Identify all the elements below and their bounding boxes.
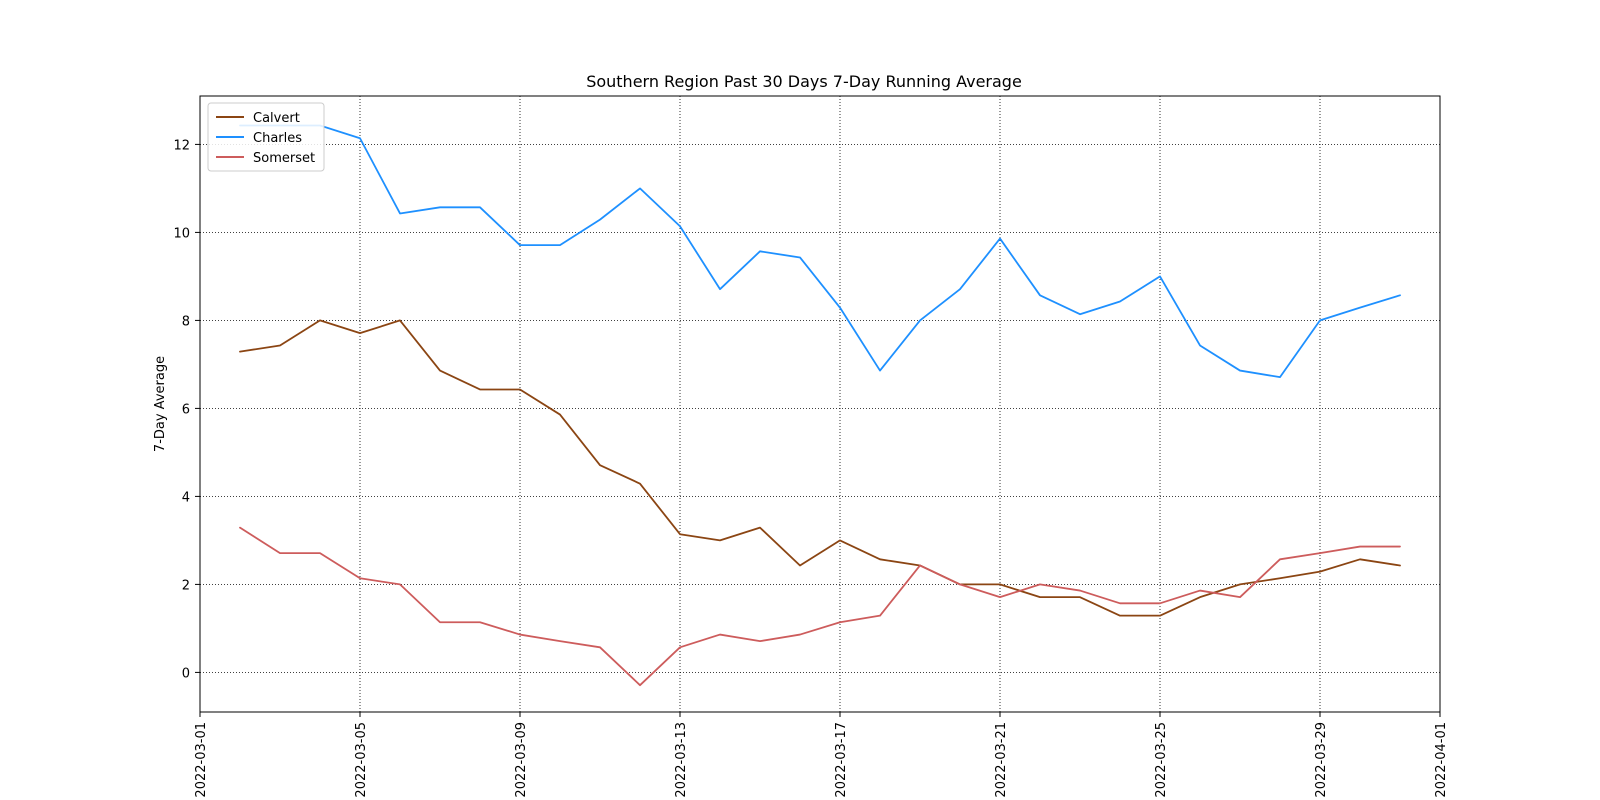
x-tick-label: 2022-03-05: [354, 722, 369, 798]
plot-area-frame: [199, 95, 1441, 713]
chart-title: Southern Region Past 30 Days 7-Day Runni…: [586, 72, 1022, 91]
y-tick-label: 8: [182, 314, 190, 329]
x-tick-label: 2022-04-01: [1434, 722, 1449, 798]
y-tick-label: 2: [182, 578, 190, 593]
y-tick-label: 10: [173, 226, 190, 241]
x-tick-label: 2022-03-17: [834, 722, 849, 798]
series-line-calvert: [239, 319, 1401, 617]
y-tick-label: 6: [182, 402, 190, 417]
y-tick-label: 4: [182, 490, 190, 505]
series-line-charles: [239, 124, 1401, 379]
y-axis-label: 7-Day Average: [153, 356, 168, 452]
y-axis: 0 2 4 6 8 10 12: [173, 138, 200, 681]
legend-label-charles: Charles: [253, 131, 302, 146]
x-tick-label: 2022-03-01: [194, 722, 209, 798]
series-lines: [239, 124, 1401, 687]
legend-label-somerset: Somerset: [253, 151, 315, 166]
legend-box: [207, 102, 325, 172]
series-line-somerset: [239, 526, 1401, 687]
x-axis: 2022-03-01 2022-03-05 2022-03-09 2022-03-13…: [194, 712, 1449, 798]
x-tick-label: 2022-03-09: [514, 722, 529, 798]
y-tick-label: 0: [182, 666, 190, 681]
x-tick-label: 2022-03-29: [1314, 722, 1329, 798]
y-tick-label: 12: [173, 138, 190, 153]
x-tick-label: 2022-03-21: [994, 722, 1009, 798]
x-tick-label: 2022-03-25: [1154, 722, 1169, 798]
legend: Calvert Charles Somerset: [207, 102, 325, 172]
x-tick-label: 2022-03-13: [674, 722, 689, 798]
legend-label-calvert: Calvert: [253, 111, 300, 126]
